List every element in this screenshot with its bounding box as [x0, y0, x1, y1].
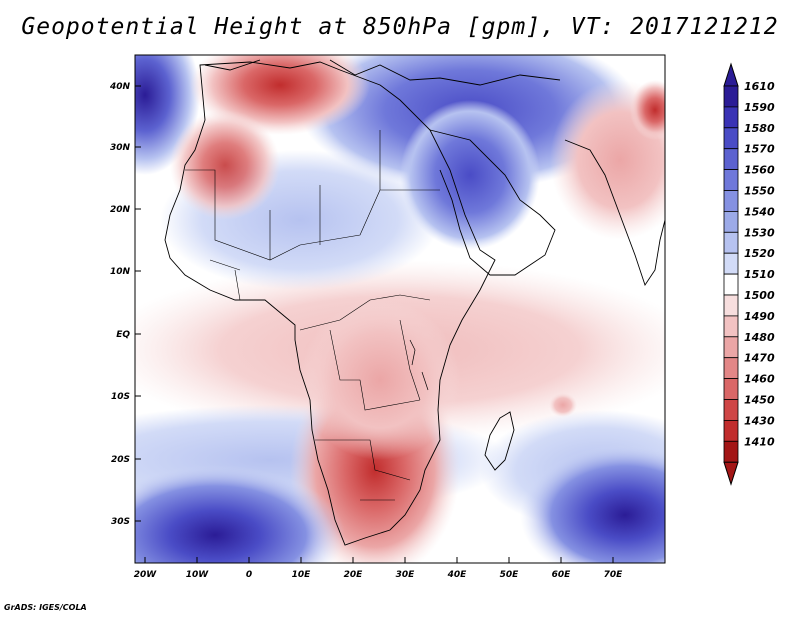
colorbar-label: 1540	[744, 205, 775, 218]
colorbar-swatch	[723, 419, 739, 442]
coastline-layer	[164, 59, 665, 546]
lon-label: 50E	[500, 570, 520, 580]
colorbar-label: 1470	[744, 352, 775, 365]
lon-label: 10W	[186, 570, 210, 580]
colorbar-label: 1490	[744, 310, 775, 323]
colorbar-swatch	[723, 190, 739, 212]
lon-label: 40E	[447, 570, 468, 580]
central-africa-low	[300, 300, 460, 460]
lat-label: 20N	[110, 205, 131, 215]
lon-label: 60E	[552, 570, 572, 580]
grads-credit: GrADS: IGES/COLA	[4, 603, 87, 612]
lat-label: 10N	[110, 267, 131, 277]
madagascar-outline	[484, 411, 515, 471]
lon-label: 30E	[396, 570, 416, 580]
colorbar-swatch	[723, 378, 739, 400]
colorbar-swatch	[723, 85, 739, 108]
longitude-axis: 20W 10W 0 10E 20E 30E 40E 50E 60E 70E	[134, 557, 623, 580]
colorbar-label: 1500	[744, 289, 775, 302]
arabian-high	[400, 100, 540, 250]
lat-label: 30N	[110, 143, 131, 153]
map-plot-area	[135, 55, 665, 563]
colorbar-swatch	[723, 357, 739, 380]
internal-borders	[185, 130, 440, 501]
madagascar-east-low	[549, 393, 577, 417]
colorbar-swatch	[723, 127, 739, 150]
great-lakes	[409, 339, 429, 391]
lon-label: 20E	[344, 570, 364, 580]
lon-label: 0	[246, 570, 252, 580]
arabia-coastline	[429, 129, 556, 276]
south-atlantic-high	[135, 465, 345, 563]
colorbar-label: 1430	[744, 414, 775, 427]
latitude-axis: 40N 30N 20N 10N EQ 10S 20S 30S	[109, 82, 141, 527]
colorbar-label: 1520	[744, 247, 775, 260]
colorbar-label: 1530	[744, 226, 775, 239]
colorbar-swatch	[723, 148, 739, 170]
colorbar-swatch	[723, 106, 739, 129]
map-title: Geopotential Height at 850hPa [gpm], VT:…	[21, 14, 779, 40]
colorbar-label: 1510	[744, 268, 775, 281]
colorbar-swatch	[723, 169, 739, 191]
lat-label: 30S	[111, 517, 130, 527]
map-frame	[134, 54, 666, 564]
colorbar-swatch	[723, 336, 739, 359]
west-sahara-low	[170, 110, 280, 220]
lat-label: 40N	[109, 82, 131, 92]
colorbar-bottom-arrow	[723, 461, 739, 486]
lat-label: 20S	[111, 455, 130, 465]
colorbar-swatch	[723, 210, 739, 233]
colorbar-label: 1610	[744, 80, 775, 93]
colorbar-swatch	[723, 231, 739, 254]
colorbar: 1610 1590 1580 1570 1560 1550 1540 1530 1520 1510…	[723, 62, 775, 486]
lat-label: 10S	[111, 392, 130, 402]
colorbar-label: 1460	[744, 373, 775, 386]
colorbar-top-arrow	[723, 62, 739, 87]
colorbar-swatch	[723, 399, 739, 421]
colorbar-label: 1550	[744, 185, 775, 198]
colorbar-swatch	[723, 252, 739, 275]
lat-label: EQ	[116, 330, 130, 340]
colorbar-swatch	[723, 294, 739, 317]
colorbar-swatch	[723, 273, 739, 296]
colorbar-label: 1570	[744, 143, 775, 156]
colorbar-label: 1450	[744, 394, 775, 407]
himalaya-low	[630, 80, 665, 140]
africa-coastline	[164, 61, 496, 546]
colorbar-label: 1580	[744, 122, 775, 135]
lon-label: 20W	[134, 570, 158, 580]
colorbar-swatch	[723, 315, 739, 338]
colorbar-label: 1590	[744, 101, 775, 114]
lon-label: 70E	[604, 570, 624, 580]
indian-ocean-high	[520, 445, 665, 563]
colorbar-label: 1410	[744, 435, 775, 448]
europe-coastline	[204, 59, 561, 86]
colorbar-swatch	[723, 440, 739, 463]
colorbar-label: 1560	[744, 164, 775, 177]
colorbar-label: 1480	[744, 331, 775, 344]
india-coastline	[564, 139, 665, 287]
lon-label: 10E	[292, 570, 312, 580]
